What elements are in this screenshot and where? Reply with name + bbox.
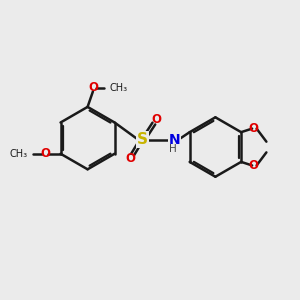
Text: CH₃: CH₃ — [109, 82, 128, 93]
Text: O: O — [249, 159, 259, 172]
Text: O: O — [151, 113, 161, 127]
Text: CH₃: CH₃ — [10, 149, 28, 159]
Text: N: N — [169, 133, 180, 147]
Text: O: O — [249, 122, 259, 135]
Text: O: O — [125, 152, 135, 165]
Text: S: S — [137, 132, 148, 147]
Text: O: O — [40, 147, 50, 160]
Text: H: H — [169, 144, 177, 154]
Text: O: O — [88, 81, 98, 94]
